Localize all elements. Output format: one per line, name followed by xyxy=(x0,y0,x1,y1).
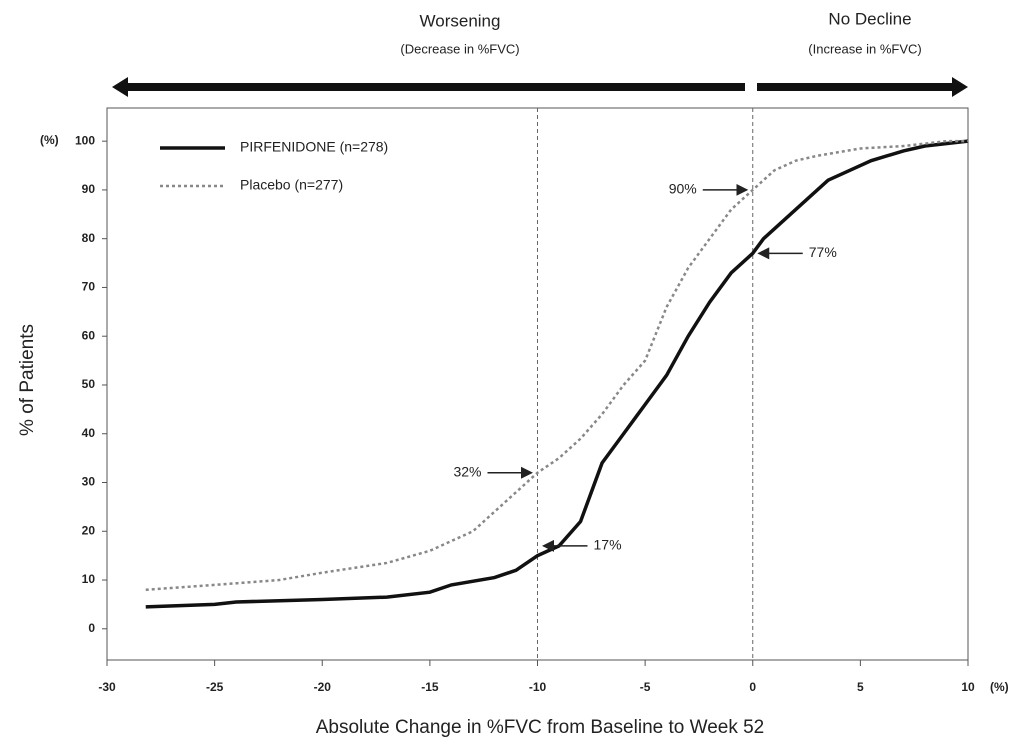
x-tick-label: -30 xyxy=(98,680,116,694)
x-tick-label: -20 xyxy=(314,680,332,694)
y-tick-label: 60 xyxy=(82,328,96,342)
annotation-label: 77% xyxy=(809,244,837,260)
x-tick-label: -10 xyxy=(529,680,547,694)
legend-label: Placebo (n=277) xyxy=(240,177,343,193)
y-tick-label: 0 xyxy=(88,621,95,635)
x-tick-label: 0 xyxy=(749,680,756,694)
series-line xyxy=(145,139,969,609)
annotation-label: 17% xyxy=(594,537,622,553)
y-tick-label: 20 xyxy=(82,523,96,537)
y-tick-label: 40 xyxy=(82,426,96,440)
x-axis-label: Absolute Change in %FVC from Baseline to… xyxy=(316,717,765,738)
y-unit: (%) xyxy=(40,133,59,147)
y-axis-label: % of Patients xyxy=(17,324,38,436)
header-left-subtitle: (Decrease in %FVC) xyxy=(400,41,519,56)
annotation-label: 32% xyxy=(453,463,481,479)
y-tick-label: 100 xyxy=(75,133,95,147)
y-tick-label: 10 xyxy=(82,572,96,586)
y-tick-label: 80 xyxy=(82,231,96,245)
y-tick-label: 70 xyxy=(82,280,96,294)
x-tick-label: -25 xyxy=(206,680,224,694)
x-tick-label: 10 xyxy=(961,680,975,694)
header-right-title: No Decline xyxy=(828,9,911,28)
header-right-subtitle: (Increase in %FVC) xyxy=(808,41,921,56)
x-unit: (%) xyxy=(990,680,1009,694)
worsening-arrow xyxy=(112,77,745,97)
legend-label: PIRFENIDONE (n=278) xyxy=(240,139,388,155)
x-tick-label: -15 xyxy=(421,680,439,694)
y-tick-label: 90 xyxy=(82,182,96,196)
x-tick-label: 5 xyxy=(857,680,864,694)
annotation-label: 90% xyxy=(669,181,697,197)
no-decline-arrow xyxy=(757,77,968,97)
y-tick-label: 30 xyxy=(82,475,96,489)
y-tick-label: 50 xyxy=(82,377,96,391)
series-line xyxy=(145,139,968,592)
x-tick-label: -5 xyxy=(640,680,651,694)
header-left-title: Worsening xyxy=(420,11,501,30)
